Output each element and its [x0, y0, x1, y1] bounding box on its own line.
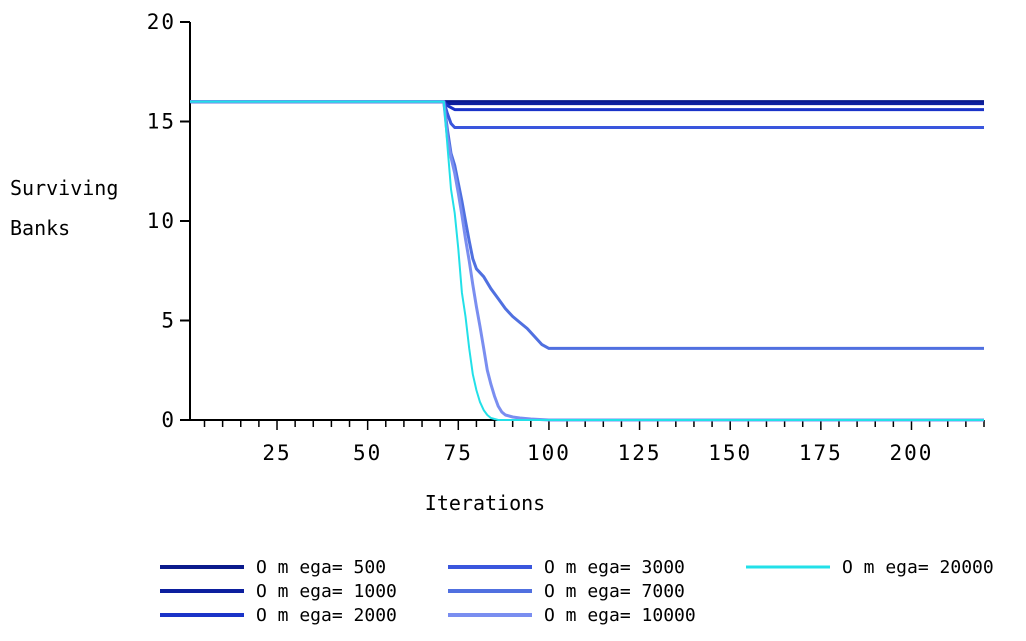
- y-tick-label: 5: [161, 309, 176, 333]
- y-tick-label: 15: [147, 110, 176, 134]
- legend-label: O m ega= 7000: [544, 581, 685, 602]
- x-tick-label: 175: [799, 441, 843, 465]
- y-tick-label: 10: [147, 209, 176, 233]
- x-tick-label: 50: [353, 441, 382, 465]
- legend-label: O m ega= 500: [256, 557, 386, 578]
- series-line-3000: [190, 100, 984, 129]
- axes: 0 5 10 15 20 25 50 75 100 125 150 175 200: [147, 10, 985, 465]
- legend: O m ega= 500 O m ega= 1000 O m ega= 2000 O …: [160, 557, 994, 626]
- legend-label: O m ega= 3000: [544, 557, 685, 578]
- x-tick-label: 25: [262, 441, 291, 465]
- x-tick-label: 125: [618, 441, 662, 465]
- legend-label: O m ega= 1000: [256, 581, 397, 602]
- y-tick-label: 0: [161, 408, 176, 432]
- y-tick-label: 20: [147, 10, 176, 34]
- x-tick-label: 150: [708, 441, 752, 465]
- legend-label: O m ega= 10000: [544, 605, 696, 626]
- y-axis-label-line-2: Banks: [10, 216, 70, 240]
- x-tick-label: 100: [527, 441, 571, 465]
- series-line-20000: [190, 100, 984, 421]
- series-line-10000: [190, 100, 984, 422]
- x-tick-label: 200: [890, 441, 934, 465]
- y-axis-label-line-1: Surviving: [10, 176, 118, 200]
- legend-label: O m ega= 20000: [842, 557, 994, 578]
- x-axis-label: Iterations: [425, 491, 545, 515]
- legend-label: O m ega= 2000: [256, 605, 397, 626]
- x-tick-label: 75: [444, 441, 473, 465]
- series-lines: [190, 100, 984, 422]
- series-line-7000: [190, 100, 984, 350]
